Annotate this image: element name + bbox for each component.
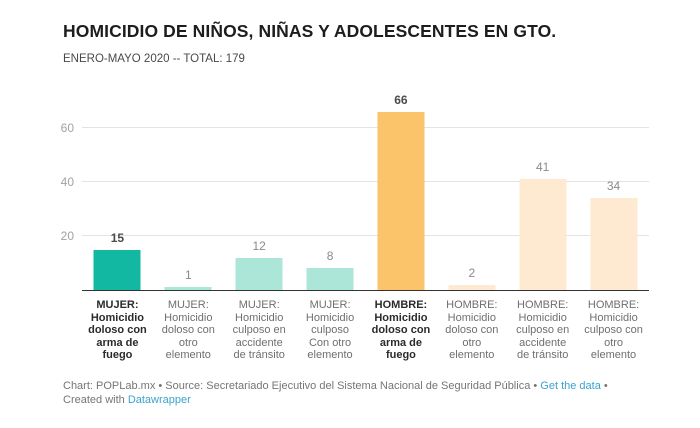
gridline-60 [82, 127, 649, 128]
bar [93, 249, 141, 290]
bar-value-label: 12 [252, 238, 266, 253]
bar [590, 198, 638, 290]
chart-title: HOMICIDIO DE NIÑOS, NIÑAS Y ADOLESCENTES… [63, 21, 557, 41]
footer-bullet: • [600, 379, 608, 392]
bar [377, 111, 425, 290]
plot-area: 20 40 60 15 1 12 8 66 2 41 34 [61, 94, 649, 291]
x-axis-label: MUJER: Homicidio doloso con otro element… [161, 299, 215, 361]
y-axis-tick-label: 20 [60, 229, 74, 243]
chart-subtitle: ENERO-MAYO 2020 -- TOTAL: 179 [63, 53, 245, 65]
bar-column: 1 [153, 102, 224, 290]
bar [448, 284, 496, 290]
bar [306, 268, 354, 290]
x-axis-label: HOMBRE: Homicidio culposo con otro eleme… [584, 299, 643, 361]
bar-column: 66 [366, 94, 437, 290]
chart-card: HOMICIDIO DE NIÑOS, NIÑAS Y ADOLESCENTES… [61, 21, 660, 407]
bar-value-label: 34 [606, 179, 621, 194]
x-axis-label: HOMBRE: Homicidio doloso con arma de fue… [371, 299, 431, 361]
bar [164, 287, 212, 290]
y-axis-tick-label: 40 [60, 175, 74, 189]
x-axis-label: HOMBRE: Homicidio doloso con otro elemen… [445, 299, 499, 361]
bar-value-label: 8 [326, 249, 334, 264]
bar-columns: 15 1 12 8 66 2 41 34 [82, 94, 649, 290]
bar [519, 179, 567, 290]
x-axis-label: HOMBRE: Homicidio culposo en accidente d… [516, 299, 570, 361]
bar-column: 41 [507, 102, 578, 290]
x-axis-labels: MUJER: Homicidio doloso con arma de fueg… [82, 299, 649, 362]
datawrapper-link[interactable]: Datawrapper [127, 393, 191, 406]
bar-chart: 20 40 60 15 1 12 8 66 2 41 34 MUJER: Homicidio dol… [61, 94, 660, 362]
bar-value-label: 1 [184, 268, 192, 283]
y-axis-tick-label: 60 [60, 121, 74, 135]
footer-credit-source: Chart: POPLab.mx • Source: Secretariado … [63, 379, 541, 392]
bar-column: 34 [578, 102, 649, 290]
bar-value-label: 66 [394, 92, 408, 107]
bar-value-label: 15 [110, 230, 125, 245]
footer-credits: Chart: POPLab.mx • Source: Secretariado … [63, 379, 653, 407]
bar-value-label: 41 [536, 160, 550, 175]
bar-column: 12 [224, 102, 295, 290]
get-the-data-link[interactable]: Get the data [540, 379, 601, 392]
gridline-40 [82, 181, 649, 182]
bar [235, 257, 283, 290]
bar-value-label: 2 [468, 265, 476, 280]
bar-column: 15 [82, 102, 153, 290]
bar-column: 2 [436, 102, 507, 290]
bar-column: 8 [295, 102, 366, 290]
x-axis-label: MUJER: Homicidio culposo Con otro elemen… [305, 299, 355, 361]
x-axis-label: MUJER: Homicidio culposo en accidente de… [232, 299, 286, 361]
footer-created-with: Created with [63, 393, 128, 406]
gridline-20 [82, 235, 649, 236]
x-axis-label: MUJER: Homicidio doloso con arma de fueg… [88, 299, 147, 361]
